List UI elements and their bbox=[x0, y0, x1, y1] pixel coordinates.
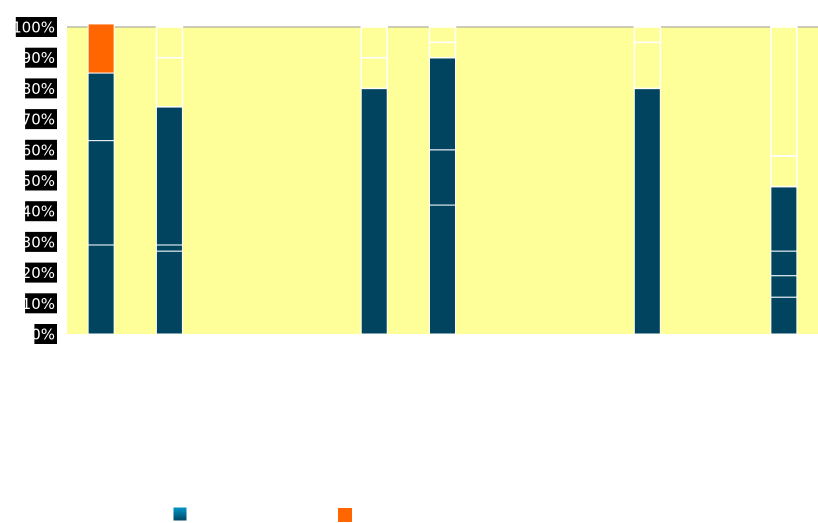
y-axis: 0% 10% 20% 30% 40% 50% 60% 70% 80% 90% 100% bbox=[12, 17, 58, 344]
bar-segment-blue bbox=[155, 244, 183, 252]
bar-segment-empty bbox=[155, 26, 184, 59]
y-tick-label: 20% bbox=[22, 264, 55, 282]
bar-segment-blue bbox=[770, 186, 798, 252]
y-tick-label-bg bbox=[25, 231, 57, 252]
bar-segment-blue bbox=[770, 296, 798, 335]
bar-segment-blue bbox=[429, 149, 456, 206]
y-tick-label: 100% bbox=[12, 19, 55, 37]
legend bbox=[172, 506, 352, 522]
y-tick-label-bg bbox=[25, 170, 57, 191]
y-tick-label: 70% bbox=[22, 111, 55, 129]
bar-segment-empty bbox=[360, 26, 388, 59]
y-tick-label: 30% bbox=[22, 233, 55, 251]
bar-segment-blue bbox=[360, 87, 388, 335]
bar-segment-empty bbox=[428, 26, 457, 44]
y-tick-label-bg bbox=[25, 78, 57, 99]
bar-segment-blue bbox=[429, 57, 456, 151]
y-tick-label: 10% bbox=[22, 295, 55, 313]
y-tick-label: 0% bbox=[31, 326, 55, 344]
y-tick-label: 80% bbox=[22, 80, 55, 98]
y-tick-label-bg bbox=[25, 293, 57, 314]
bar-segment-blue bbox=[633, 87, 661, 335]
bar-segment-orange bbox=[87, 23, 115, 74]
y-tick-label-bg bbox=[25, 139, 57, 160]
y-tick-label: 60% bbox=[22, 141, 55, 159]
bar-segment-blue bbox=[770, 250, 798, 277]
y-tick-label-bg bbox=[25, 47, 57, 68]
y-tick-label: 90% bbox=[22, 49, 55, 67]
bar-segment-empty bbox=[770, 26, 798, 157]
bar-segment-blue bbox=[87, 244, 115, 335]
bar-segment-empty bbox=[633, 26, 662, 44]
y-tick-label-bg bbox=[25, 262, 57, 283]
y-tick-label: 50% bbox=[22, 172, 55, 190]
y-tick-label-bg bbox=[34, 324, 57, 344]
bar-segment-blue bbox=[770, 275, 798, 298]
legend-swatch-orange bbox=[338, 508, 352, 522]
y-tick-label-bg bbox=[25, 201, 57, 222]
legend-swatch-blue bbox=[172, 506, 188, 522]
y-tick-label: 40% bbox=[22, 203, 55, 221]
bars bbox=[87, 23, 798, 335]
bar-segment-blue bbox=[87, 140, 115, 246]
bar-segment-blue bbox=[155, 250, 183, 335]
y-tick-label-bg bbox=[15, 17, 58, 37]
bar-segment-blue bbox=[429, 204, 456, 335]
bar-segment-blue bbox=[155, 106, 183, 246]
bar-segment-blue bbox=[87, 72, 115, 142]
y-tick-label-bg bbox=[25, 109, 57, 130]
